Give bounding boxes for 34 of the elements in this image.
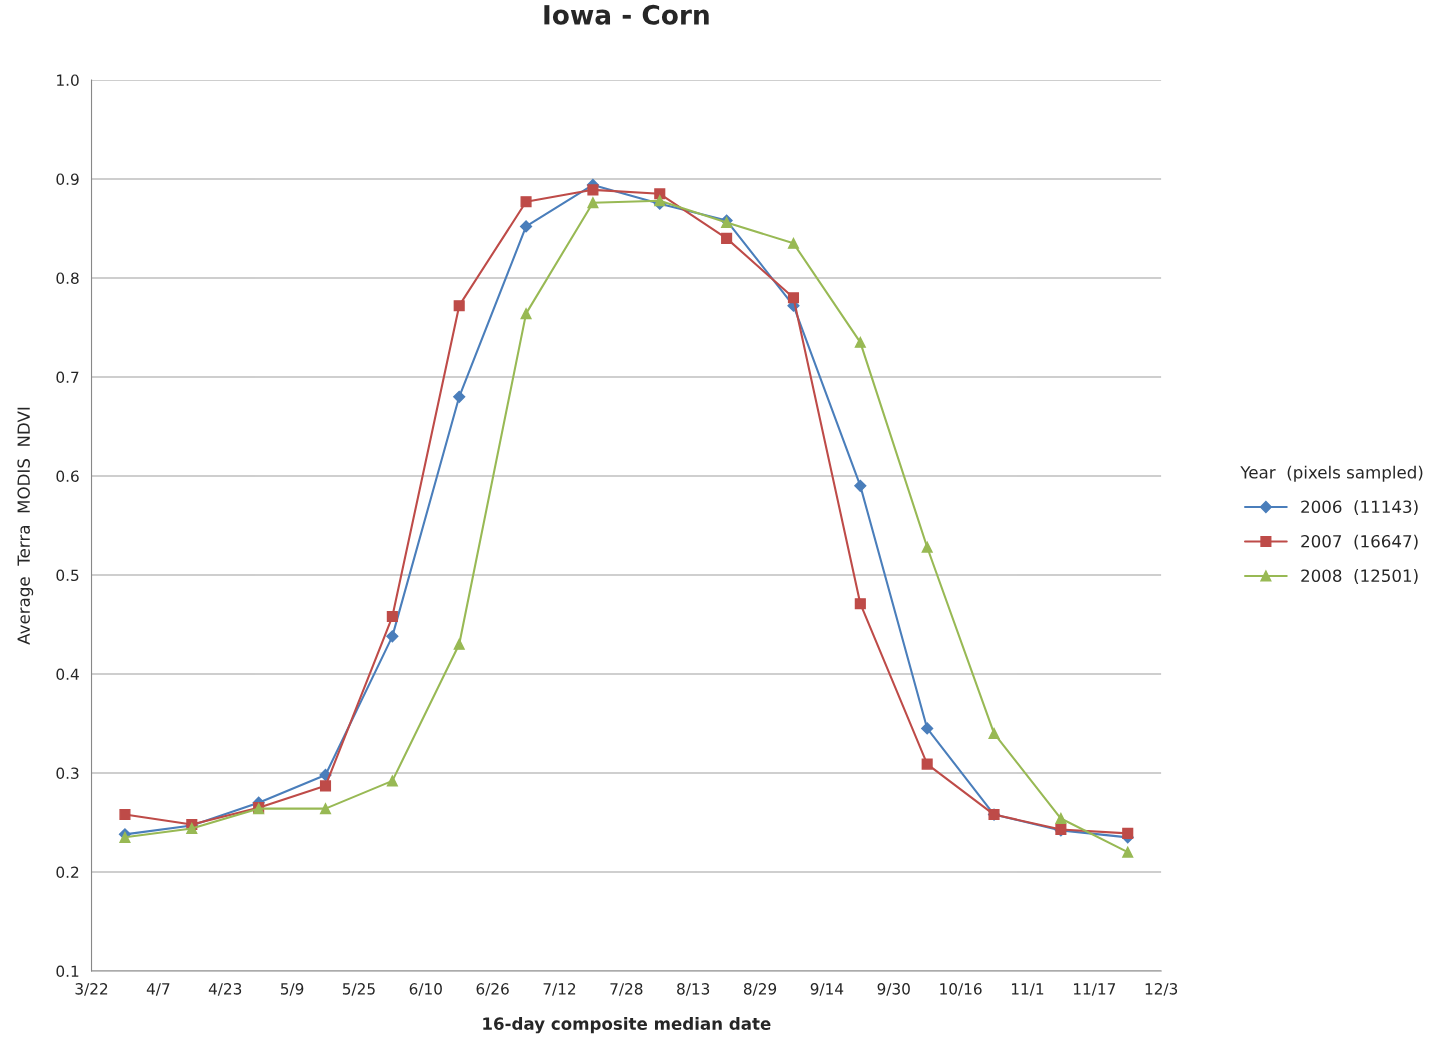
y-tick-label: 0.3 (56, 767, 79, 780)
x-tick-label: 11/17 (1073, 983, 1116, 996)
x-tick-label: 4/23 (208, 983, 242, 996)
x-tick-label: 9/30 (877, 983, 910, 996)
legend-label: 2006 (11143) (1301, 500, 1418, 516)
y-tick-label: 0.5 (56, 569, 79, 581)
y-tick-label: 0.1 (56, 965, 79, 978)
legend-title: Year (pixels sampled) (1240, 465, 1423, 482)
y-tick-label: 0.7 (56, 371, 79, 383)
x-tick-label: 5/25 (342, 983, 375, 996)
y-tick-label: 0.8 (56, 272, 79, 284)
y-axis-title: Average Terra MODIS NDVI (17, 407, 34, 645)
x-tick-label: 3/22 (75, 983, 108, 996)
x-tick-label: 4/7 (146, 983, 170, 996)
legend-label: 2008 (12501) (1301, 569, 1418, 584)
x-tick-label: 5/9 (280, 983, 304, 996)
y-tick-label: 1.0 (57, 74, 79, 86)
y-tick-label: 0.6 (56, 470, 79, 482)
x-tick-label: 12/3 (1145, 983, 1178, 996)
y-tick-label: 0.9 (56, 173, 79, 185)
y-tick-label: 0.4 (56, 668, 79, 680)
x-tick-label: 7/28 (610, 983, 643, 996)
chart-title: Iowa - Corn (544, 4, 709, 25)
x-tick-label: 6/10 (409, 983, 442, 996)
y-tick-label: 0.2 (56, 866, 79, 879)
x-tick-label: 11/1 (1011, 983, 1044, 996)
x-tick-label: 8/29 (743, 983, 777, 996)
x-tick-label: 10/16 (940, 983, 982, 996)
x-tick-label: 6/26 (476, 983, 509, 996)
x-tick-label: 8/13 (677, 983, 710, 996)
legend-label: 2007 (16647) (1301, 534, 1418, 550)
x-tick-label: 7/12 (543, 983, 576, 996)
x-tick-label: 9/14 (810, 983, 844, 996)
x-axis-title: 16-day composite median date (483, 1017, 771, 1034)
